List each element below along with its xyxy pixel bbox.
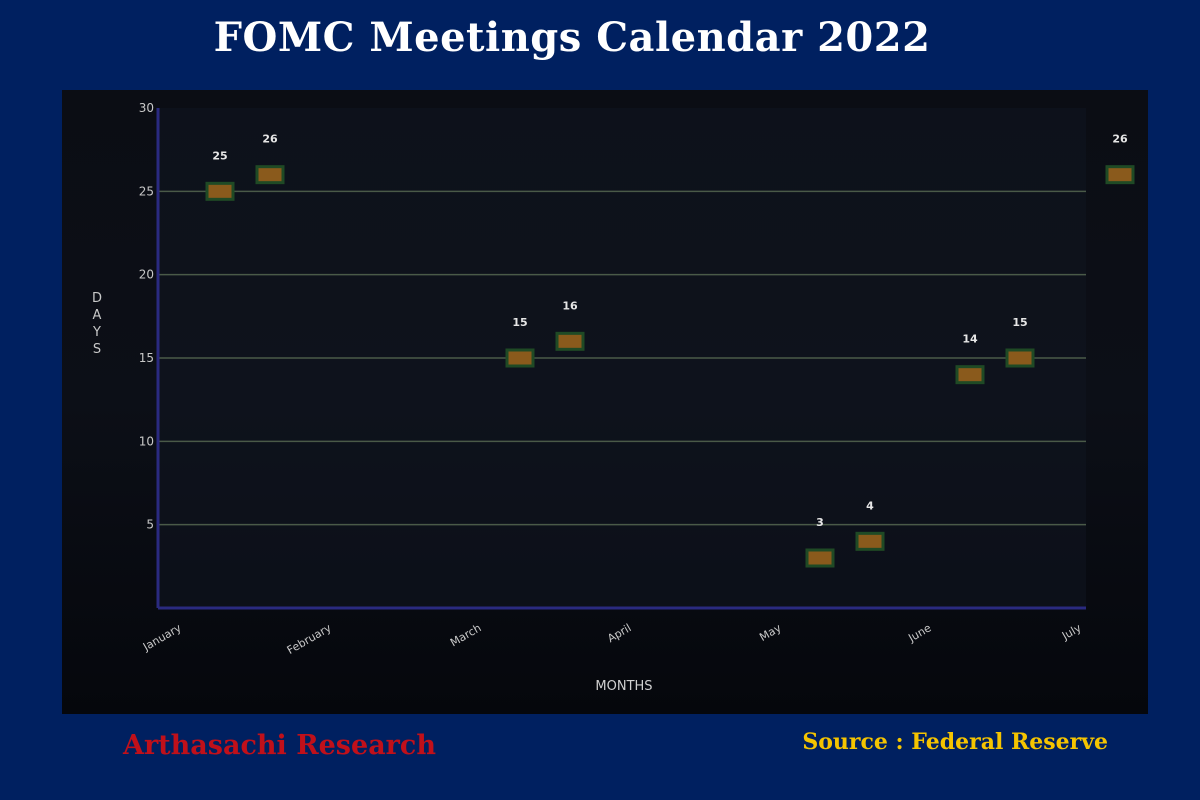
- x-tick-label: July: [1059, 621, 1084, 643]
- data-label: 25: [212, 149, 227, 162]
- data-point-marker: [1105, 165, 1135, 185]
- x-axis-label: MONTHS: [595, 679, 652, 694]
- y-tick-label: 15: [139, 351, 154, 365]
- data-label: 16: [562, 299, 578, 312]
- data-point-marker: [1005, 348, 1035, 368]
- y-axis-label-letter: D: [92, 291, 102, 306]
- data-label: 15: [512, 316, 527, 329]
- data-point-marker: [555, 331, 585, 351]
- data-point-marker: [255, 165, 285, 185]
- data-point-marker: [805, 548, 835, 568]
- data-label: 15: [1012, 316, 1027, 329]
- data-label: 26: [1112, 133, 1128, 146]
- data-point-marker: [505, 348, 535, 368]
- gridlines: [158, 190, 1086, 526]
- y-tick-label: 25: [139, 184, 154, 198]
- y-tick-label: 30: [139, 101, 154, 115]
- x-tick-label: March: [448, 621, 484, 649]
- x-tick-labels: JanuaryFebruaryMarchAprilMayJuneJulyAugu…: [140, 621, 1084, 657]
- data-point-marker: [205, 181, 235, 201]
- x-tick-label: May: [757, 621, 784, 644]
- data-point-marker: [955, 365, 985, 385]
- chart-panel: 5 10 15 20 25 30 January February March April May…: [62, 90, 1148, 714]
- data-points: [205, 165, 1135, 568]
- y-tick-label: 20: [139, 268, 154, 282]
- x-tick-label: April: [605, 621, 633, 645]
- x-tick-label: January: [140, 621, 184, 654]
- y-axis-label-letter: Y: [92, 325, 101, 340]
- source-label: Source : Federal Reserve: [802, 729, 1108, 755]
- page-title: FOMC Meetings Calendar 2022: [213, 14, 931, 61]
- y-tick-label: 5: [146, 518, 154, 532]
- x-tick-label: June: [905, 621, 933, 645]
- axes: [156, 108, 1086, 610]
- data-label: 4: [866, 499, 874, 512]
- y-tick-label: 10: [139, 434, 154, 448]
- data-labels: 2526151634141526272021121314: [212, 133, 1128, 529]
- x-tick-label: February: [285, 621, 334, 657]
- y-axis-label-letter: S: [93, 342, 101, 357]
- data-label: 3: [816, 516, 824, 529]
- data-label: 14: [962, 333, 978, 346]
- brand-label: Arthasachi Research: [123, 730, 436, 761]
- y-axis-label-letter: A: [93, 308, 102, 323]
- data-point-marker: [855, 531, 885, 551]
- fomc-scatter-chart: 5 10 15 20 25 30 January February March April May…: [92, 101, 1135, 694]
- data-label: 26: [262, 133, 278, 146]
- y-tick-labels: 5 10 15 20 25 30: [139, 101, 154, 532]
